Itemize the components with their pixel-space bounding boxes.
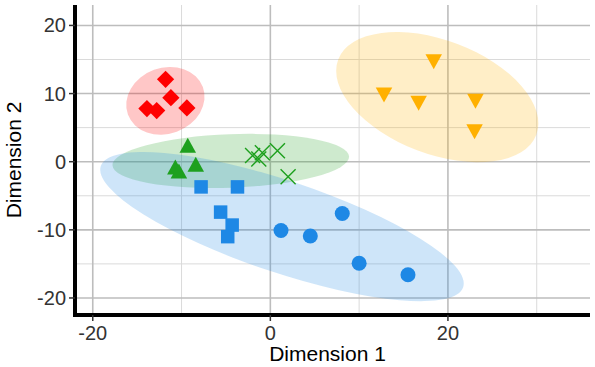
grid-line (75, 297, 590, 299)
tick (69, 297, 75, 299)
point (352, 256, 367, 271)
tick-label: 20 (437, 322, 459, 344)
points (138, 54, 483, 282)
tick-label: 0 (55, 151, 66, 173)
tick-label: -10 (37, 219, 66, 241)
point (467, 94, 484, 109)
chart: -20 0 20 -20 -10 0 10 20 Dimension 1 Dimension 2 (0, 0, 595, 367)
tick (69, 161, 75, 163)
point (157, 71, 174, 88)
tick (69, 25, 75, 27)
point (225, 218, 239, 232)
point (178, 99, 195, 116)
tick-label: 0 (265, 322, 276, 344)
point (425, 54, 442, 69)
tick (69, 93, 75, 95)
minor-grid (536, 5, 537, 315)
ellipse (86, 122, 477, 315)
point (274, 223, 289, 238)
point (303, 228, 318, 243)
ellipse (116, 56, 214, 146)
ellipse (318, 6, 557, 188)
point (410, 96, 427, 111)
point (194, 180, 208, 194)
tick (447, 315, 449, 321)
point (281, 169, 296, 184)
point (400, 267, 415, 282)
grid-line (75, 25, 590, 27)
point (231, 180, 245, 194)
y-axis-title: Dimension 2 (2, 102, 25, 219)
point (180, 138, 197, 153)
plot-area (86, 6, 556, 315)
ellipses (86, 6, 556, 315)
axes: -20 0 20 -20 -10 0 10 20 (37, 5, 590, 344)
x-axis-line (73, 313, 590, 317)
tick-label: 10 (44, 83, 66, 105)
point (188, 157, 205, 172)
point (251, 151, 266, 166)
tick-label: -20 (37, 287, 66, 309)
point (376, 88, 393, 103)
x-axis-title: Dimension 1 (269, 342, 386, 365)
tick (270, 315, 272, 321)
point (162, 89, 179, 106)
point (148, 102, 165, 119)
tick-label: -20 (78, 322, 107, 344)
point (171, 164, 188, 179)
tick (92, 315, 94, 321)
point (466, 124, 483, 139)
minor-grid (75, 59, 590, 60)
point (214, 205, 228, 219)
tick (69, 229, 75, 231)
point (221, 230, 235, 244)
grid-line (92, 5, 94, 315)
tick-label: 20 (44, 14, 66, 36)
point (270, 143, 285, 158)
point (335, 206, 350, 221)
